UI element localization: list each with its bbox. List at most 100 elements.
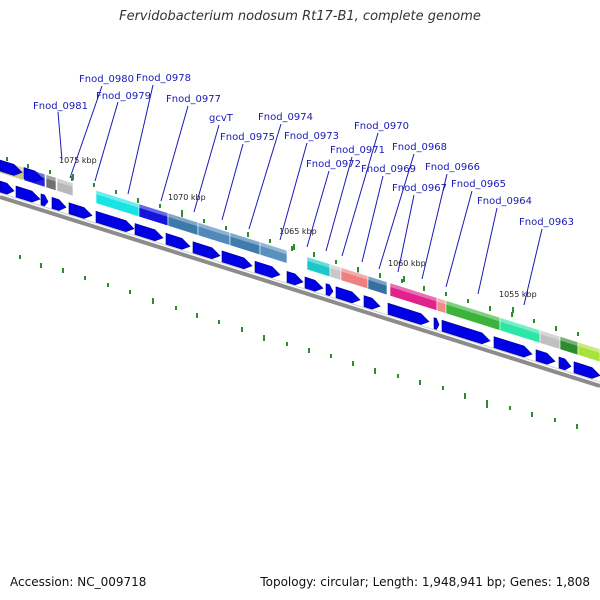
cds-arrow[interactable]	[134, 223, 164, 242]
length-value: 1,948,941 bp	[421, 575, 502, 589]
feature-bar-shine	[168, 212, 198, 227]
gene-labels[interactable]: Fnod_0981 Fnod_0980 Fnod_0979 Fnod_0978 Fnod…	[33, 73, 574, 306]
gene-label[interactable]: Fnod_0979	[96, 91, 151, 102]
gene-label[interactable]: Fnod_0980	[79, 74, 134, 85]
feature-bar-shine	[307, 256, 330, 268]
feature-bar-shine	[341, 267, 368, 280]
gene-leader-line	[421, 173, 448, 280]
gene-label[interactable]: Fnod_0973	[284, 131, 339, 142]
cds-arrow[interactable]	[573, 361, 600, 379]
gene-label[interactable]: Fnod_0974	[258, 112, 313, 123]
feature-bar	[577, 341, 600, 363]
genes-value: 1,808	[555, 575, 590, 589]
kbp-label: 1060 kbp	[388, 259, 426, 268]
gene-label[interactable]: Fnod_0970	[354, 121, 409, 132]
accession-footer: Accession: NC_009718	[10, 575, 147, 589]
topology-value: circular	[320, 575, 365, 589]
cds-arrow[interactable]	[0, 180, 15, 195]
kbp-label: 1055 kbp	[499, 290, 537, 299]
gene-label[interactable]: Fnod_0981	[33, 101, 88, 112]
gene-leader-line	[221, 143, 244, 221]
cds-arrow[interactable]	[304, 276, 324, 292]
feature-bar	[56, 177, 74, 197]
feature-bar-shine	[446, 300, 500, 322]
cds-arrow[interactable]	[68, 202, 93, 219]
feature-bar	[367, 275, 388, 296]
feature-bar-shine	[330, 263, 341, 272]
cds-arrow[interactable]	[335, 286, 361, 304]
cds-arrow[interactable]	[558, 356, 572, 371]
cds-arrow[interactable]	[387, 302, 430, 325]
feature-bar	[259, 241, 288, 264]
gene-leader-line	[160, 105, 189, 202]
gene-label[interactable]: Fnod_0965	[451, 179, 506, 190]
feature-bar-shine	[390, 282, 437, 302]
cds-arrow[interactable]	[165, 232, 191, 250]
feature-bar-shine	[500, 317, 540, 335]
gene-label[interactable]: Fnod_0968	[392, 142, 447, 153]
gene-label[interactable]: Fnod_0967	[392, 183, 447, 194]
cds-arrow[interactable]	[433, 317, 440, 330]
gene-label[interactable]: Fnod_0963	[519, 217, 574, 228]
gene-leader-line	[306, 170, 330, 248]
kbp-label: 1065 kbp	[279, 227, 317, 236]
cds-arrow[interactable]	[23, 167, 44, 183]
gene-leader-line	[57, 111, 63, 161]
cds-arrow[interactable]	[286, 270, 304, 286]
gene-label[interactable]: Fnod_0964	[477, 196, 532, 207]
feature-bar-shine	[139, 203, 168, 217]
cds-arrow[interactable]	[192, 241, 221, 260]
gene-label[interactable]: Fnod_0972	[306, 159, 361, 170]
gene-leader-line	[193, 124, 220, 213]
cds-arrow[interactable]	[51, 196, 67, 211]
cds-arrow[interactable]	[40, 193, 49, 207]
gene-leader-line	[69, 85, 103, 179]
feature-bar-shine	[560, 336, 578, 347]
feature-bar-shine	[540, 330, 560, 341]
cds-arrow[interactable]	[0, 159, 23, 176]
kbp-label: 1075 kbp	[59, 156, 97, 165]
feature-bar-shine	[198, 222, 230, 237]
colored-feature-bar	[0, 159, 600, 363]
cds-arrow[interactable]	[95, 210, 135, 233]
gene-label[interactable]: Fnod_0969	[361, 164, 416, 175]
gene-leader-line	[325, 156, 353, 252]
backbone-line	[0, 195, 600, 388]
gene-label[interactable]: gcvT	[209, 113, 234, 124]
cds-arrows[interactable]	[0, 159, 600, 379]
gene-label[interactable]: Fnod_0977	[166, 94, 221, 105]
feature-bar-shine	[96, 190, 140, 209]
feature-bar-shine	[57, 177, 73, 187]
genome-info-footer: Topology: circular; Length: 1,948,941 bp…	[260, 575, 590, 589]
cds-arrow[interactable]	[325, 283, 334, 297]
feature-bar-shine	[368, 275, 387, 286]
gene-leader-line	[341, 132, 379, 257]
gene-label[interactable]: Fnod_0966	[425, 162, 480, 173]
gene-leader-line	[445, 190, 473, 288]
gene-label[interactable]: Fnod_0975	[220, 132, 275, 143]
feature-bar-shine	[230, 232, 260, 246]
kbp-label: 1070 kbp	[168, 193, 206, 202]
cds-arrow[interactable]	[535, 349, 556, 365]
cds-arrow[interactable]	[221, 250, 253, 270]
accession-value: NC_009718	[77, 575, 147, 589]
gene-leader-line	[279, 142, 308, 241]
feature-bar-shine	[578, 342, 600, 353]
cds-arrow[interactable]	[15, 185, 41, 203]
gene-label[interactable]: Fnod_0971	[330, 145, 385, 156]
cds-arrow[interactable]	[363, 295, 381, 310]
cds-arrow[interactable]	[441, 319, 491, 345]
gene-leader-line	[127, 84, 154, 195]
gene-leader-line	[523, 228, 543, 306]
cds-arrow[interactable]	[254, 260, 281, 278]
gene-leader-line	[477, 207, 498, 295]
gene-leader-line	[94, 101, 119, 182]
gene-leader-line	[397, 194, 415, 273]
cds-arrow[interactable]	[493, 336, 533, 358]
gene-leader-line	[248, 123, 282, 230]
feature-bar-shine	[46, 174, 56, 182]
gene-leader-line	[361, 175, 384, 263]
gene-label[interactable]: Fnod_0978	[136, 73, 191, 84]
gene-leader-line	[378, 153, 415, 270]
